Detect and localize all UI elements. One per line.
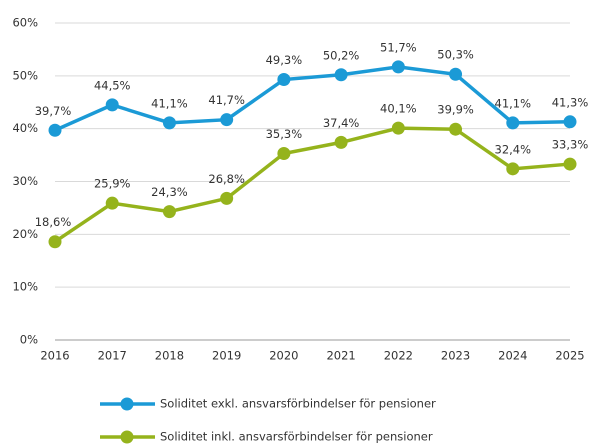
data-point (277, 73, 291, 87)
data-label: 39,7% (35, 104, 72, 118)
data-point (334, 68, 348, 82)
data-label: 18,6% (35, 215, 72, 229)
data-point (277, 146, 291, 160)
y-tick-label: 60% (12, 16, 38, 30)
legend-marker (120, 430, 134, 444)
data-point (449, 122, 463, 136)
data-point (391, 121, 405, 135)
data-label: 41,7% (208, 93, 245, 107)
y-tick-label: 50% (12, 68, 38, 82)
x-tick-label: 2025 (555, 349, 584, 363)
data-label: 32,4% (495, 142, 532, 156)
data-point (563, 157, 577, 171)
data-label: 26,8% (208, 172, 245, 186)
data-label: 41,3% (552, 95, 589, 109)
data-point (391, 60, 405, 74)
legend-label: Soliditet exkl. ansvarsförbindelser för … (160, 397, 436, 411)
y-tick-label: 40% (12, 121, 38, 135)
x-tick-label: 2016 (40, 349, 69, 363)
y-tick-label: 10% (12, 280, 38, 294)
data-label: 25,9% (94, 177, 131, 191)
legend-label: Soliditet inkl. ansvarsförbindelser för … (160, 430, 433, 444)
x-tick-label: 2021 (326, 349, 355, 363)
x-tick-label: 2023 (441, 349, 470, 363)
data-label: 39,9% (437, 103, 474, 117)
data-point (162, 116, 176, 130)
data-point (48, 235, 62, 249)
data-point (506, 116, 520, 130)
x-tick-label: 2017 (98, 349, 127, 363)
data-point (105, 196, 119, 210)
data-label: 49,3% (266, 53, 303, 67)
data-label: 35,3% (266, 127, 303, 141)
data-label: 33,3% (552, 138, 589, 152)
data-label: 37,4% (323, 116, 360, 130)
data-label: 50,3% (437, 48, 474, 62)
data-point (162, 205, 176, 219)
data-point (105, 98, 119, 112)
x-tick-label: 2022 (384, 349, 413, 363)
y-tick-label: 0% (20, 333, 38, 347)
data-label: 40,1% (380, 102, 417, 116)
data-point (334, 135, 348, 149)
data-label: 41,1% (151, 96, 188, 110)
data-point (449, 67, 463, 81)
x-tick-label: 2018 (155, 349, 184, 363)
data-point (563, 115, 577, 129)
data-label: 24,3% (151, 185, 188, 199)
x-tick-label: 2024 (498, 349, 527, 363)
x-tick-label: 2019 (212, 349, 241, 363)
y-tick-label: 30% (12, 174, 38, 188)
data-label: 51,7% (380, 40, 417, 54)
series-line (54, 126, 571, 244)
data-point (48, 123, 62, 137)
legend-marker (120, 397, 134, 411)
data-label: 44,5% (94, 78, 131, 92)
data-point (220, 113, 234, 127)
data-label: 50,2% (323, 48, 360, 62)
data-label: 41,1% (495, 96, 532, 110)
y-tick-label: 20% (12, 227, 38, 241)
x-tick-label: 2020 (269, 349, 298, 363)
data-point (506, 162, 520, 176)
series-line (54, 65, 571, 132)
data-point (220, 191, 234, 205)
